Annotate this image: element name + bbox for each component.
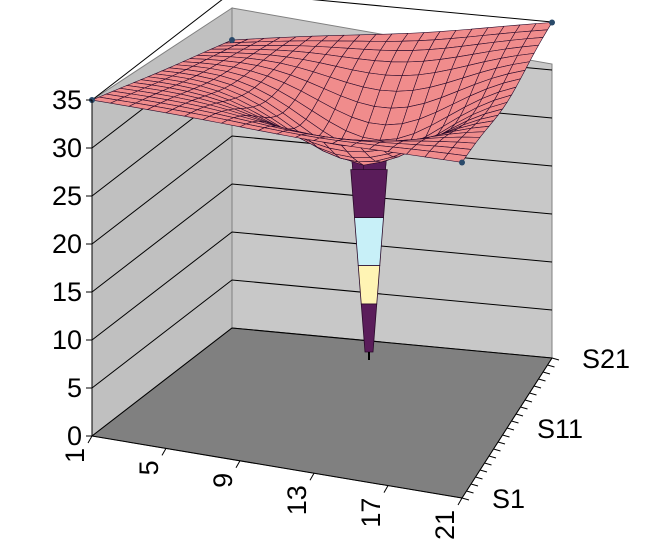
series-tick-mark [551, 357, 560, 361]
series-tick-mark [461, 497, 470, 501]
z-tick-label: 35 [52, 85, 82, 115]
spike-band [357, 265, 381, 305]
series-tick-mark [547, 364, 555, 368]
series-tick-mark [493, 448, 501, 452]
gridline [91, 183, 553, 293]
z-tick-label: 5 [67, 373, 82, 403]
series-tick-label: S1 [492, 484, 525, 514]
series-tick-mark [524, 399, 533, 403]
corner-marker [549, 19, 555, 26]
series-tick-label: S21 [582, 344, 630, 374]
x-tick-label: 9 [208, 473, 238, 488]
center-spike [89, 19, 555, 360]
series-tick-mark [520, 406, 528, 410]
gridline [91, 327, 553, 437]
corner-marker [229, 37, 235, 44]
series-tick-mark [466, 490, 474, 494]
series-tick-mark [542, 371, 551, 375]
x-tick-mark [457, 497, 463, 506]
series-tick-mark [538, 378, 546, 382]
x-axis-line [91, 435, 463, 499]
series-tick-mark [506, 427, 515, 431]
series-tick-mark [484, 462, 492, 466]
series-tick-mark [502, 434, 510, 438]
z-tick-label: 10 [52, 325, 82, 355]
z-tick-label: 20 [52, 229, 82, 259]
series-tick-mark [488, 455, 497, 459]
series-tick-mark [511, 420, 519, 424]
z-tick-label: 15 [52, 277, 82, 307]
series-tick-mark [533, 385, 542, 389]
series-tick-mark [470, 483, 479, 487]
z-tick-label: 25 [52, 181, 82, 211]
z-tick-label: 30 [52, 133, 82, 163]
x-tick-label: 13 [282, 485, 312, 515]
series-tick-mark [529, 392, 537, 396]
series-tick-mark [479, 469, 488, 473]
x-tick-mark [383, 485, 389, 493]
gridline [91, 0, 553, 101]
x-tick-label: 17 [356, 498, 386, 528]
x-tick-mark [235, 460, 241, 469]
spike-band [354, 217, 384, 267]
x-tick-mark [309, 472, 315, 481]
x-tick-mark [161, 448, 167, 456]
spike-band [360, 303, 378, 353]
x-tick-label: 1 [60, 448, 90, 463]
corner-marker [459, 159, 465, 166]
x-tick-label: 5 [134, 460, 164, 475]
x-tick-label: 21 [430, 510, 460, 540]
series-tick-mark [497, 441, 506, 445]
z-tick-label: 0 [67, 421, 82, 451]
spike-band [350, 169, 388, 219]
series-tick-label: S11 [537, 414, 583, 444]
gridline [91, 231, 553, 341]
series-tick-mark [515, 413, 524, 417]
gridline [91, 279, 553, 389]
x-tick-mark [87, 435, 93, 444]
series-tick-mark [475, 476, 483, 480]
